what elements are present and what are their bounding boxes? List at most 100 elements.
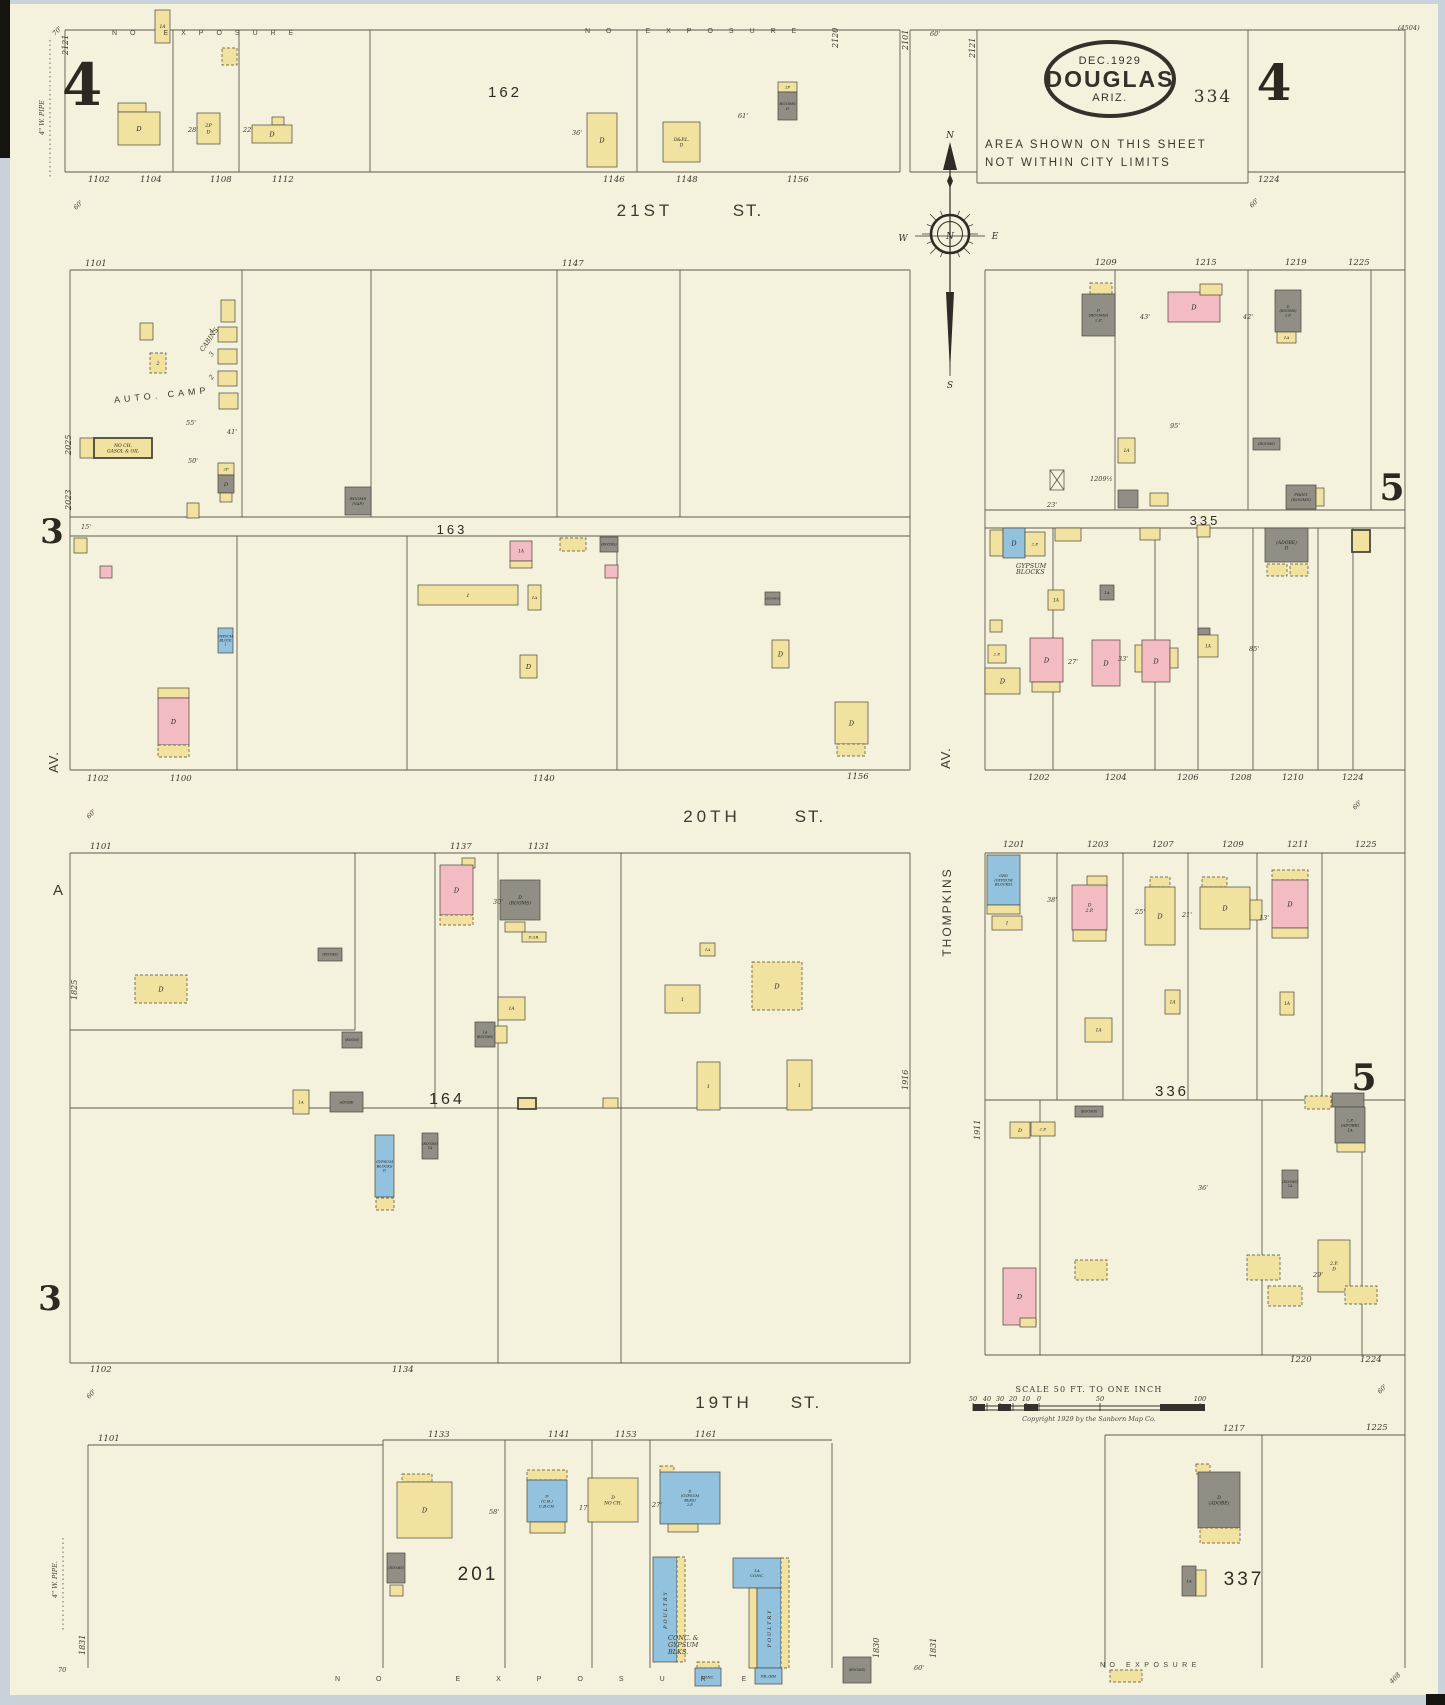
compass-spike [963,213,971,221]
scale-label: SCALE 50 FT. TO ONE INCH [1015,1385,1162,1394]
building-label: D [598,136,605,144]
lot-number: 1161 [695,1430,717,1440]
block-number: 336 [1155,1083,1189,1100]
building [1351,529,1371,553]
lot-number: 1219 [1285,258,1307,268]
compass-spike [968,241,974,244]
building-label: 2.P. [1329,1261,1338,1267]
building-footprint [519,654,538,679]
building: 1A [292,1089,310,1115]
building [667,1523,699,1533]
building-footprint [375,1197,395,1211]
building-footprint [1304,1095,1332,1110]
corner-number: 1911 [973,1120,982,1140]
building-footprint [134,974,188,1004]
corner-number: 1830 [872,1638,881,1658]
dimension-note: GYPSUM [668,1641,699,1649]
dimension-note: 38' [1047,896,1057,904]
building-footprint [344,486,372,516]
building-label: (ADOBE) [1209,1499,1230,1506]
building: D(ROOMS)2.P. [1081,293,1116,337]
dimension-note: 29' [1312,1271,1323,1279]
building-footprint [504,921,526,933]
building [117,102,147,113]
building [217,326,238,343]
building [1271,927,1309,939]
building-label: 1A [428,1146,433,1150]
building-footprint [1167,291,1221,323]
building-footprint [1317,1239,1351,1293]
building-footprint [1351,529,1371,553]
building-label: 2.P. [686,1503,693,1507]
dimension-note: GYPSUM [1016,562,1047,570]
building-footprint [604,564,619,579]
building [139,322,154,341]
building-label: D [1010,539,1017,547]
title-city: DOUGLAS [1046,66,1175,92]
building-footprint [559,537,587,552]
building-label: 2.P. [1031,541,1039,546]
lot-number: 1201 [1003,840,1025,850]
building: D2.P. [1071,884,1108,931]
building [1199,1527,1241,1544]
building-footprint [517,1097,537,1110]
street-label: THOMPKINS [940,867,954,956]
building [989,619,1003,633]
building [271,116,285,126]
building [1117,489,1139,509]
building-footprint [1252,437,1281,451]
building: 2P [217,462,235,476]
building-label: 1A [1347,1127,1353,1132]
page-digit: 4 [62,51,102,119]
building [157,744,190,758]
building-footprint [751,961,803,1011]
building-footprint [986,904,1021,915]
building-label: 1 [466,593,469,599]
building: 1A [1084,1017,1113,1043]
title-date: DEC.1929 [1079,55,1142,67]
lot-number: 1211 [1287,840,1309,850]
building: (ROOMS) [386,1552,406,1584]
building-footprint [317,947,343,962]
building-label: POULTRY [767,1609,773,1649]
building-footprint [117,102,147,113]
building-label: D [999,677,1006,685]
building-footprint [421,1132,439,1160]
building [494,1025,508,1044]
corner-number: 1916 [901,1070,910,1090]
building: D [251,124,293,144]
building-label: 1 [1006,921,1009,927]
building [1149,876,1171,888]
building-footprint [1089,282,1113,295]
building: POULTRY [652,1556,678,1663]
building-label: 1A [518,549,525,555]
building [375,1197,395,1211]
building [1109,1669,1143,1683]
building-label: D&P.L. [673,137,690,143]
building-footprint [1264,527,1309,563]
building-footprint [1047,589,1065,611]
dimension-note: CONC. & [668,1634,699,1642]
dimension-note: 2 [207,373,217,382]
building [1266,563,1288,577]
building: D [117,111,161,146]
building: D [1002,527,1026,559]
building-footprint [139,322,154,341]
building-label: D [1102,659,1109,667]
building-footprint [439,914,474,926]
building-footprint [696,1061,721,1111]
lot-number: 1140 [533,774,555,784]
building: D [157,697,190,746]
building-footprint [989,619,1003,633]
building-footprint [154,9,171,44]
building-label: D [205,129,210,135]
building-footprint [1074,1105,1104,1118]
building-label: D [223,482,228,488]
building-label: D [785,106,790,111]
building-label: (ROOMS) [322,953,338,957]
building [1304,1095,1332,1110]
lot-number: 1134 [392,1365,414,1375]
building-footprint [984,667,1021,695]
building-footprint [1164,989,1181,1015]
